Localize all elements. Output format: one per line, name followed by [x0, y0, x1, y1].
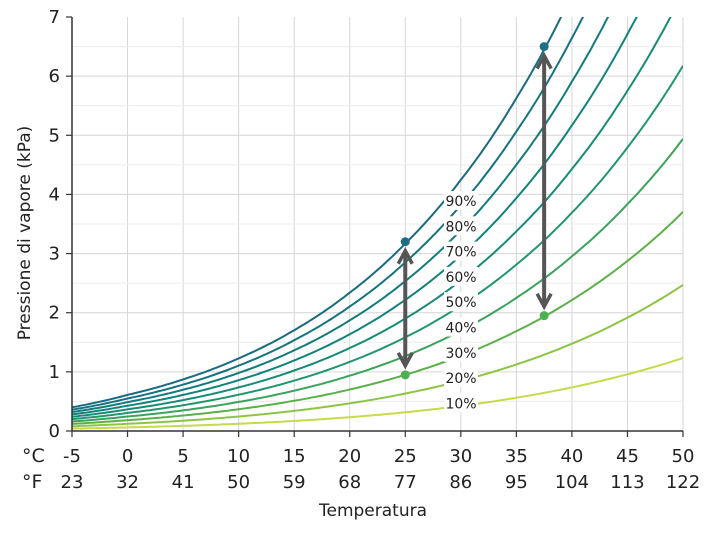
curve-label-bg [444, 342, 478, 362]
x-tick-label-celsius: 50 [672, 446, 695, 467]
curve-50pct [72, 65, 683, 421]
curve-label-bg [444, 393, 478, 413]
celsius-unit: °C [22, 445, 45, 467]
x-tick-label-celsius: 15 [283, 446, 306, 467]
marker-saturation [400, 237, 410, 247]
curve-label: 50% [445, 295, 476, 311]
curve-70pct [72, 17, 638, 416]
x-tick-label-celsius: 5 [177, 446, 188, 467]
curve-80pct [72, 17, 610, 413]
marker-30pct [539, 311, 549, 321]
curve-label: 60% [445, 270, 476, 286]
x-tick-label-celsius: 45 [616, 446, 639, 467]
grid [72, 17, 684, 431]
x-tick-label-fahrenheit: 86 [449, 472, 472, 493]
curve-60pct [72, 17, 672, 418]
x-tick-label-fahrenheit: 59 [283, 472, 306, 493]
fahrenheit-unit: °F [22, 471, 42, 493]
x-tick-label-fahrenheit: 122 [666, 472, 700, 493]
y-tick-label: 2 [49, 303, 60, 324]
x-tick-label-fahrenheit: 50 [227, 472, 250, 493]
annotations [396, 42, 553, 380]
y-tick-label: 7 [49, 7, 60, 28]
curve-40pct [72, 138, 683, 423]
curve-label: 90% [445, 194, 476, 210]
curve-label-bg [444, 241, 478, 261]
curve-label-bg [444, 368, 478, 388]
x-tick-label-fahrenheit: 32 [116, 472, 139, 493]
x-tick-label-fahrenheit: 77 [394, 472, 417, 493]
curve-label-bg [444, 191, 478, 210]
curve-label: 80% [445, 219, 476, 235]
y-tick-label: 4 [49, 184, 60, 205]
curve-label: 40% [445, 321, 476, 337]
x-tick-label-fahrenheit: 23 [61, 472, 84, 493]
y-tick-label: 1 [49, 362, 60, 383]
curve-labels: 90% 80% 70% 60% 50% 40% 30% 20% 10% [444, 191, 478, 413]
y-tick-label: 0 [49, 421, 60, 442]
x-tick-label-fahrenheit: 41 [172, 472, 195, 493]
x-tick-label-celsius: 25 [394, 446, 417, 467]
arrow-head-down [396, 351, 414, 370]
marker-30pct [400, 370, 410, 380]
arrow-head-up [396, 247, 414, 265]
x-tick-label-celsius: 0 [122, 446, 133, 467]
curve-30pct [72, 211, 683, 425]
x-tick-label-fahrenheit: 95 [505, 472, 528, 493]
arrow-head-up [535, 51, 553, 70]
curve-label-bg [444, 216, 478, 236]
curve-label-bg [444, 292, 478, 312]
y-tick-label: 6 [49, 66, 60, 87]
marker-saturation [539, 42, 549, 52]
x-tick-label-fahrenheit: 68 [338, 472, 361, 493]
y-tick-label: 5 [49, 125, 60, 146]
curve-label: 30% [445, 346, 476, 362]
x-axis-label: Temperatura [318, 501, 427, 521]
curves [72, 17, 683, 430]
x-tick-label-celsius: 20 [338, 446, 361, 467]
x-tick-label-fahrenheit: 113 [610, 472, 644, 493]
y-tick-label: 3 [49, 244, 60, 265]
y-axis-label: Pressione di vapore (kPa) [15, 126, 35, 341]
x-tick-label-fahrenheit: 104 [555, 472, 589, 493]
curve-label: 20% [445, 371, 476, 387]
curve-label: 70% [445, 245, 476, 261]
curve-label-bg [444, 266, 478, 286]
x-tick-label-celsius: 30 [449, 446, 472, 467]
curve-label: 10% [445, 396, 476, 412]
x-tick-label-celsius: 35 [505, 446, 528, 467]
x-tick-label-celsius: 10 [227, 446, 250, 467]
axes: -523032541105015592068257730863595401044… [49, 7, 701, 493]
curve-90pct [72, 17, 585, 411]
curve-10pct [72, 357, 683, 430]
x-tick-label-celsius: 40 [560, 446, 583, 467]
arrow-head-down [535, 292, 553, 311]
curve-label-bg [444, 317, 478, 337]
x-tick-label-celsius: -5 [63, 446, 81, 467]
curve-100pct [72, 17, 563, 409]
curve-20pct [72, 284, 683, 428]
